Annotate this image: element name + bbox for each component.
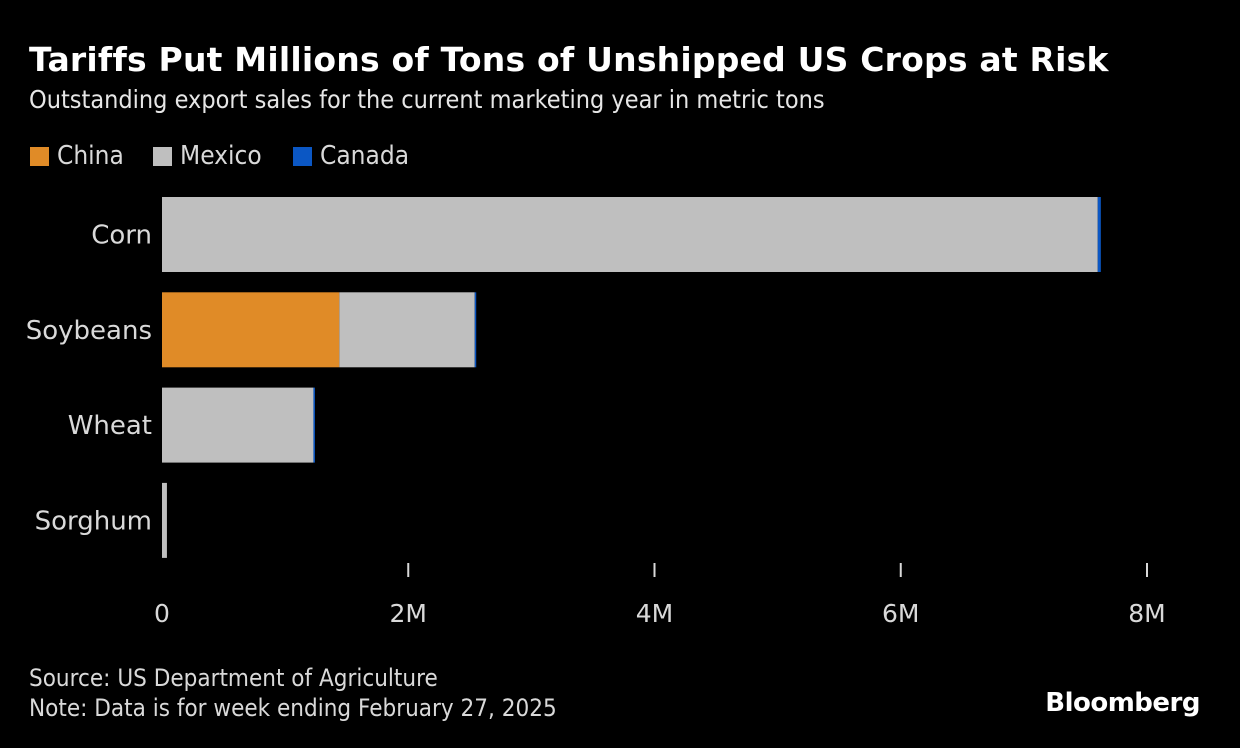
- bar-soybeans-canada: [474, 292, 477, 368]
- legend-swatch-canada: [293, 146, 313, 166]
- bar-group-soybeans: Soybeans: [26, 292, 477, 368]
- category-label: Soybeans: [26, 316, 152, 346]
- x-tick-label: 2M: [390, 599, 427, 628]
- bar-wheat-mexico: [162, 387, 314, 463]
- category-label: Wheat: [68, 411, 152, 441]
- chart-subtitle: Outstanding export sales for the current…: [29, 85, 825, 114]
- legend-swatch-china: [30, 146, 49, 166]
- category-label: Sorghum: [35, 506, 152, 536]
- legend-label-canada: Canada: [320, 141, 410, 171]
- data-note: Note: Data is for week ending February 2…: [29, 694, 557, 722]
- legend-label-mexico: Mexico: [180, 141, 262, 171]
- bar-soybeans-china: [162, 292, 340, 368]
- x-tick-label: 4M: [636, 599, 673, 628]
- legend-swatch-mexico: [153, 146, 173, 166]
- category-label: Corn: [91, 221, 152, 251]
- legend-item-china: China: [30, 141, 131, 171]
- bar-group-wheat: Wheat: [68, 387, 315, 463]
- source-note: Source: US Department of Agriculture: [29, 664, 438, 692]
- bar-sorghum-mexico: [162, 482, 167, 558]
- legend-item-canada: Canada: [293, 141, 419, 171]
- x-tick-label: 0: [154, 599, 170, 628]
- bar-wheat-canada: [313, 387, 315, 463]
- legend-item-mexico: Mexico: [153, 141, 271, 171]
- bar-corn-mexico: [162, 197, 1098, 272]
- bar-corn-canada: [1097, 197, 1101, 272]
- bar-soybeans-mexico: [339, 292, 475, 368]
- chart-title: Tariffs Put Millions of Tons of Unshippe…: [29, 40, 1109, 79]
- bar-group-sorghum: Sorghum: [35, 482, 167, 558]
- legend-label-china: China: [57, 141, 124, 171]
- bloomberg-logo: Bloomberg: [1045, 688, 1200, 718]
- x-tick-label: 8M: [1128, 599, 1165, 628]
- bar-group-corn: Corn: [91, 197, 1101, 272]
- x-tick-label: 6M: [882, 599, 919, 628]
- legend: China Mexico Canada: [30, 141, 441, 171]
